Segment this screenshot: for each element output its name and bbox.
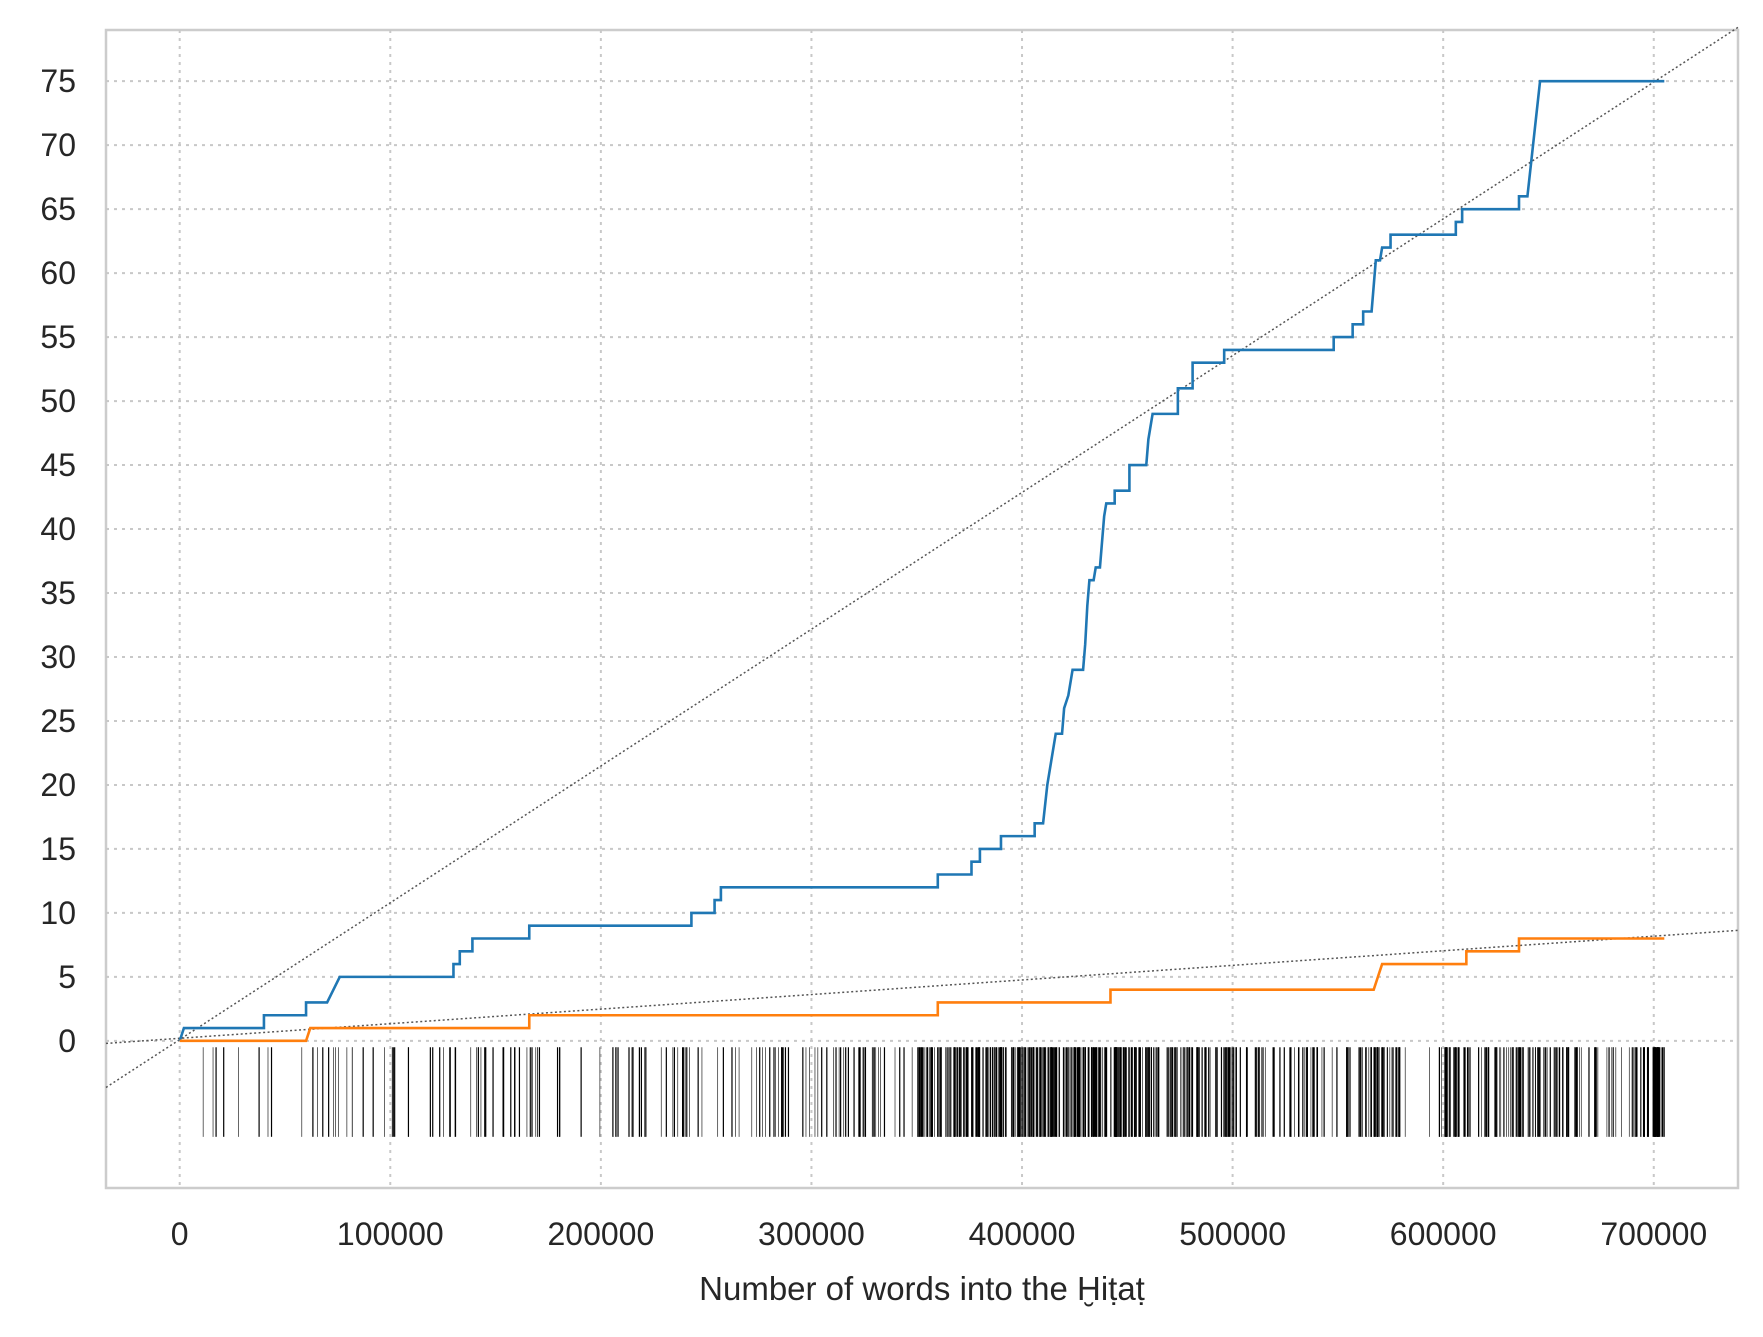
series-line: [178, 79, 1665, 1042]
y-tick-label: 55: [40, 319, 76, 355]
grid: [106, 30, 1738, 1188]
x-tick-label: 0: [171, 1216, 189, 1252]
y-tick-label: 10: [40, 895, 76, 931]
x-tick-label: 600000: [1390, 1216, 1497, 1252]
x-tick-label: 500000: [1179, 1216, 1286, 1252]
y-tick-label: 60: [40, 255, 76, 291]
rug-plot: [202, 1047, 1665, 1137]
y-tick-label: 25: [40, 703, 76, 739]
y-tick-label: 65: [40, 191, 76, 227]
y-tick-label: 70: [40, 127, 76, 163]
y-tick-label: 30: [40, 639, 76, 675]
trend-line: [105, 26, 1739, 1089]
y-tick-label: 40: [40, 511, 76, 547]
y-tick-label: 5: [58, 959, 76, 995]
y-tick-label: 0: [58, 1023, 76, 1059]
x-axis-ticks: 0 100000 200000 300000 400000 500000 600000 700…: [171, 1216, 1707, 1252]
y-tick-label: 35: [40, 575, 76, 611]
y-tick-label: 75: [40, 63, 76, 99]
x-tick-label: 100000: [337, 1216, 444, 1252]
trend-lines: [105, 26, 1739, 1089]
x-tick-label: 200000: [547, 1216, 654, 1252]
y-tick-label: 20: [40, 767, 76, 803]
trend-line: [105, 929, 1739, 1045]
y-axis-ticks: 0 5 10 15 20 25 30 35 40 45 50 55 60 65 70 75: [40, 63, 76, 1059]
plot-area-frame: [104, 28, 1740, 1190]
x-axis-label: Number of words into the Ḫiṭaṭ: [699, 1270, 1145, 1307]
x-tick-label: 400000: [969, 1216, 1076, 1252]
y-tick-label: 50: [40, 383, 76, 419]
series-line: [179, 937, 1665, 1043]
y-tick-label: 15: [40, 831, 76, 867]
data-series: [178, 79, 1665, 1043]
y-tick-label: 45: [40, 447, 76, 483]
x-tick-label: 700000: [1600, 1216, 1707, 1252]
x-tick-label: 300000: [758, 1216, 865, 1252]
